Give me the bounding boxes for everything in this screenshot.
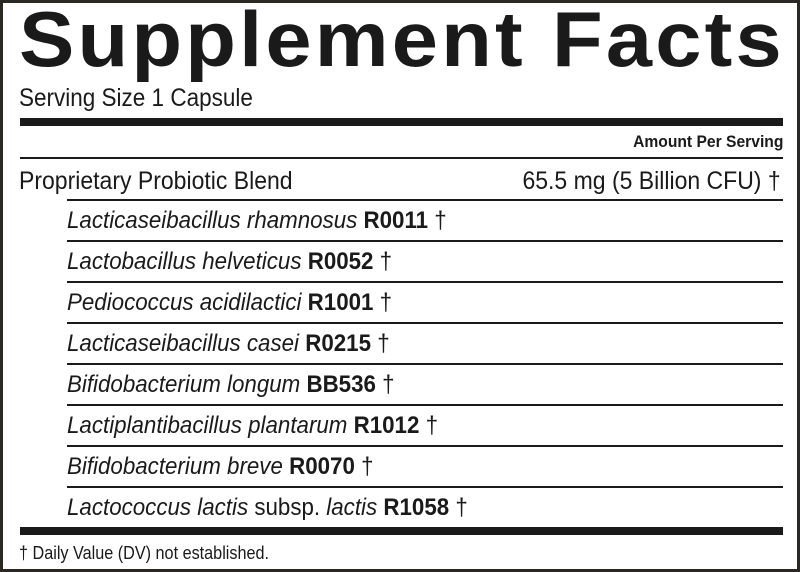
dagger-mark: †	[361, 453, 374, 480]
species-name: Lacticaseibacillus casei	[67, 330, 300, 357]
strain-code: R1058	[383, 494, 450, 521]
panel-title: Supplement Facts	[19, 0, 785, 83]
dagger-mark: †	[382, 371, 395, 398]
strain-code: BB536	[306, 371, 376, 398]
row-divider	[67, 199, 783, 201]
row-divider	[67, 363, 783, 365]
species-name: Lactococcus lactis	[67, 494, 249, 521]
species-name: Bifidobacterium breve	[67, 453, 283, 480]
thick-divider-bottom	[20, 527, 783, 535]
strain-row: Bifidobacterium breve R0070 †	[67, 447, 373, 487]
row-divider	[67, 240, 783, 242]
strain-code: R0070	[289, 453, 355, 480]
dagger-mark: †	[455, 494, 468, 521]
footnote: † Daily Value (DV) not established.	[19, 543, 270, 563]
dagger-mark: †	[379, 248, 393, 275]
species-name: Lacticaseibacillus rhamnosus	[67, 207, 358, 234]
strain-row: Lactiplantibacillus plantarum R1012 †	[67, 406, 438, 446]
strain-row: Bifidobacterium longum BB536 †	[67, 365, 395, 405]
strain-row: Lactobacillus helveticus R0052 †	[67, 242, 392, 282]
dagger-mark: †	[434, 207, 447, 234]
row-divider	[67, 404, 783, 406]
dagger-mark: †	[379, 289, 393, 316]
thick-divider	[20, 118, 783, 126]
dagger-mark: †	[377, 330, 390, 357]
species-name: Pediococcus acidilactici	[67, 289, 302, 316]
row-divider	[67, 486, 783, 488]
strain-code: R0052	[307, 248, 374, 275]
subsp-label: subsp.	[254, 494, 321, 521]
subspecies-name: lactis	[326, 494, 378, 521]
strain-row: Lacticaseibacillus casei R0215 †	[67, 324, 390, 364]
amount-per-serving-header: Amount Per Serving	[632, 132, 783, 151]
species-name: Lactobacillus helveticus	[67, 248, 302, 275]
row-divider	[67, 281, 783, 283]
row-divider	[67, 445, 783, 447]
species-name: Lactiplantibacillus plantarum	[67, 412, 348, 439]
blend-row: Proprietary Probiotic Blend 65.5 mg (5 B…	[19, 163, 781, 199]
row-divider	[67, 322, 783, 324]
strain-row: Lacticaseibacillus rhamnosus R0011 †	[67, 201, 447, 241]
strain-code: R0215	[305, 330, 371, 357]
strain-code: R1001	[307, 289, 374, 316]
serving-size: Serving Size 1 Capsule	[19, 84, 253, 112]
blend-name: Proprietary Probiotic Blend	[19, 167, 293, 195]
strain-row: Pediococcus acidilactici R1001 †	[67, 283, 392, 323]
dagger-mark: †	[425, 412, 439, 439]
strain-code: R1012	[353, 412, 420, 439]
strain-row: Lactococcus lactis subsp. lactis R1058 †	[67, 488, 468, 528]
blend-amount: 65.5 mg (5 Billion CFU) †	[522, 167, 781, 195]
header-divider	[20, 157, 783, 159]
strain-code: R0011	[363, 207, 429, 234]
species-name: Bifidobacterium longum	[67, 371, 301, 398]
